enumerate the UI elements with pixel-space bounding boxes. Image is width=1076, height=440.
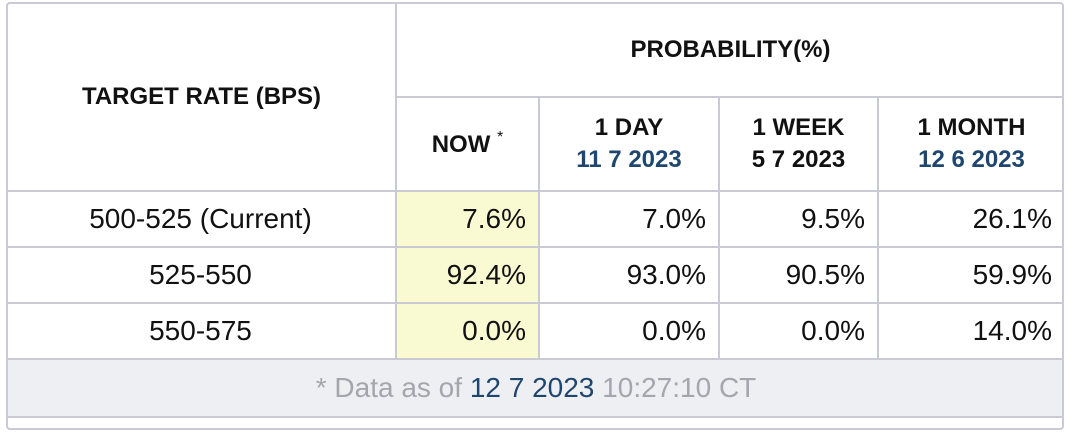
column-date: 11 7 2023 [576, 146, 682, 173]
table-body: 500-525 (Current) 7.6% 7.0% 9.5% 26.1% 525-55… [8, 190, 1062, 360]
column-label: 1 DAY [594, 114, 664, 141]
target-rate: 550-575 [8, 302, 397, 360]
probability-cell: 93.0% [538, 246, 720, 304]
table-row: 525-550 92.4% 93.0% 90.5% 59.9% [8, 246, 1062, 304]
table: TARGET RATE (BPS) PROBABILITY(%) NOW * 1… [8, 4, 1062, 418]
column-label: 1 WEEK [752, 114, 845, 141]
probability-cell: 7.6% [395, 190, 540, 248]
probability-cell: 0.0% [538, 302, 720, 360]
column-header: NOW * [395, 96, 540, 192]
probability-cell: 26.1% [877, 190, 1062, 248]
probability-cell: 14.0% [877, 302, 1062, 360]
column-header: 1 WEEK 5 7 2023 [718, 96, 879, 192]
table-row: 500-525 (Current) 7.6% 7.0% 9.5% 26.1% [8, 190, 1062, 248]
probability-table: TARGET RATE (BPS) PROBABILITY(%) NOW * 1… [6, 2, 1064, 430]
probability-cell: 9.5% [718, 190, 879, 248]
column-label: 1 MONTH [917, 114, 1026, 141]
probability-cell: 0.0% [395, 302, 540, 360]
column-note: * [497, 129, 504, 146]
column-label: NOW [431, 131, 491, 158]
probability-header: PROBABILITY(%) [395, 4, 1062, 98]
table-row: 550-575 0.0% 0.0% 0.0% 14.0% [8, 302, 1062, 360]
column-date: 12 6 2023 [918, 146, 1025, 173]
probability-cell: 90.5% [718, 246, 879, 304]
target-rate: 500-525 (Current) [8, 190, 397, 248]
target-rate-header: TARGET RATE (BPS) [8, 4, 397, 192]
footer-time: 10:27:10 CT [602, 372, 757, 403]
probability-cell: 92.4% [395, 246, 540, 304]
probability-cell: 59.9% [877, 246, 1062, 304]
column-header: 1 MONTH 12 6 2023 [877, 96, 1062, 192]
footer-date: 12 7 2023 [469, 372, 595, 403]
probability-cell: 0.0% [718, 302, 879, 360]
footer: * Data as of 12 7 2023 10:27:10 CT [8, 358, 1062, 418]
probability-cell: 7.0% [538, 190, 720, 248]
footer-prefix: * Data as of [315, 372, 463, 403]
column-header: 1 DAY 11 7 2023 [538, 96, 720, 192]
column-date: 5 7 2023 [751, 146, 846, 173]
target-rate: 525-550 [8, 246, 397, 304]
